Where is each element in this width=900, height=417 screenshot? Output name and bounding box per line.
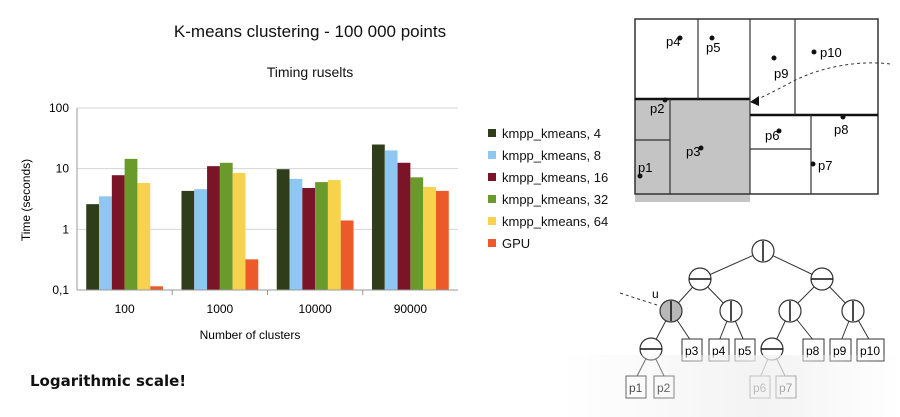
axis-labels: 100 10 1 0,1 100 1000 10000 90000 bbox=[49, 101, 427, 316]
bar bbox=[423, 186, 436, 290]
legend-label: kmpp_kmeans, 64 bbox=[502, 214, 609, 229]
point-marker bbox=[811, 49, 817, 55]
bar bbox=[245, 259, 259, 290]
bar bbox=[86, 204, 100, 290]
bar bbox=[397, 162, 411, 290]
region-label: p1 bbox=[638, 160, 652, 175]
legend-label: kmpp_kmeans, 8 bbox=[502, 148, 601, 163]
bar bbox=[219, 162, 233, 290]
point-marker bbox=[810, 161, 816, 167]
chart-subtitle: Timing ruselts bbox=[266, 64, 354, 80]
bar bbox=[150, 286, 164, 290]
x-tick-label: 90000 bbox=[394, 302, 428, 316]
region-label: p7 bbox=[818, 158, 832, 173]
space-partition-diagram: p4 p5 p9 p10 p2 p3 p1 p6 p8 p7 bbox=[634, 18, 891, 202]
legend-swatch bbox=[488, 173, 496, 181]
region-label: p9 bbox=[774, 66, 788, 81]
y-tick-label: 10 bbox=[56, 162, 70, 176]
legend-swatch bbox=[488, 129, 496, 137]
legend-label: kmpp_kmeans, 4 bbox=[502, 126, 601, 141]
arrow-head bbox=[750, 96, 759, 106]
log-scale-note: Logarithmic scale! bbox=[30, 372, 187, 390]
pointer-arrow bbox=[751, 62, 891, 103]
region-label: p2 bbox=[650, 101, 664, 116]
leaf-label: p4 bbox=[712, 344, 726, 358]
bar bbox=[289, 178, 303, 290]
region-label: p3 bbox=[686, 144, 700, 159]
legend-swatch bbox=[488, 239, 496, 247]
x-axis-label: Number of clusters bbox=[200, 328, 301, 342]
point-marker bbox=[637, 173, 643, 179]
point-marker bbox=[677, 35, 683, 41]
bar bbox=[124, 158, 138, 290]
leaf-label: p9 bbox=[833, 344, 847, 358]
leaf-label: p10 bbox=[860, 344, 880, 358]
leaf-label: p3 bbox=[685, 344, 699, 358]
bar bbox=[302, 188, 316, 290]
node-label-u: u bbox=[652, 287, 659, 301]
bar bbox=[99, 196, 112, 290]
y-tick-label: 1 bbox=[62, 222, 69, 236]
region-label: p5 bbox=[706, 40, 720, 55]
legend-swatch bbox=[488, 217, 496, 225]
bar bbox=[194, 189, 208, 290]
partition-outer-border bbox=[634, 18, 879, 195]
legend-swatch bbox=[488, 195, 496, 203]
axes bbox=[76, 108, 458, 295]
region-label: p8 bbox=[834, 122, 848, 137]
region-label: p6 bbox=[765, 128, 779, 143]
legend-label: GPU bbox=[502, 236, 531, 251]
point-marker bbox=[662, 97, 668, 103]
x-tick-label: 10000 bbox=[298, 302, 332, 316]
bar bbox=[327, 180, 341, 290]
legend-label: kmpp_kmeans, 16 bbox=[502, 170, 609, 185]
bar bbox=[111, 175, 125, 290]
y-tick-label: 0,1 bbox=[52, 283, 69, 297]
bars bbox=[86, 144, 449, 290]
chart-title: K-means clustering - 100 000 points bbox=[173, 22, 447, 41]
x-tick-label: 1000 bbox=[207, 302, 234, 316]
bar bbox=[315, 182, 328, 290]
legend-label: kmpp_kmeans, 32 bbox=[502, 192, 609, 207]
point-marker bbox=[771, 55, 777, 61]
background-fade bbox=[560, 355, 900, 417]
region-label: p10 bbox=[820, 45, 842, 60]
legend-swatch bbox=[488, 151, 496, 159]
point-marker bbox=[776, 128, 782, 134]
bar bbox=[340, 220, 354, 290]
bar bbox=[232, 172, 246, 290]
x-tick-label: 100 bbox=[115, 302, 135, 316]
bar bbox=[435, 190, 449, 290]
bar bbox=[276, 169, 290, 290]
bar bbox=[371, 144, 385, 290]
bar bbox=[137, 183, 151, 290]
bar bbox=[207, 166, 220, 290]
point-marker bbox=[709, 35, 715, 41]
y-tick-label: 100 bbox=[49, 101, 69, 115]
bar-chart: 100 10 1 0,1 100 1000 10000 90000 Time (seconds… bbox=[19, 101, 458, 342]
shaded-region bbox=[635, 99, 750, 202]
leaf-label: p5 bbox=[738, 344, 752, 358]
bar bbox=[181, 190, 195, 290]
region-label: p4 bbox=[666, 34, 680, 49]
y-axis-label: Time (seconds) bbox=[19, 159, 33, 241]
bar bbox=[384, 150, 398, 290]
point-marker bbox=[840, 114, 846, 120]
bar bbox=[410, 177, 424, 290]
point-marker bbox=[698, 145, 704, 151]
leaf-label: p8 bbox=[806, 344, 820, 358]
